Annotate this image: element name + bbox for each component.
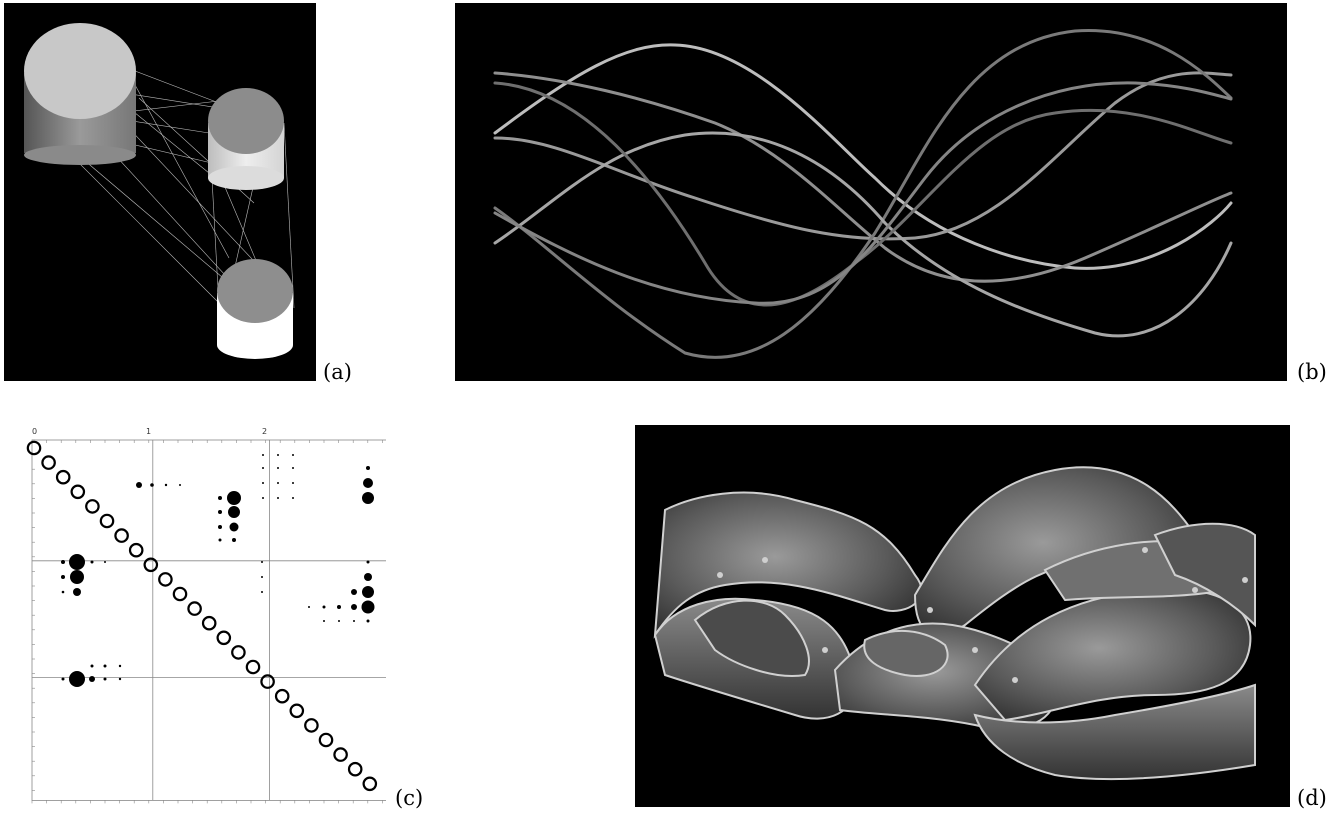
figure-panel-c: 0 1 2 0 1 2 <box>16 420 386 805</box>
matrix-dot <box>338 620 340 622</box>
caption-c: (c) <box>395 786 424 810</box>
top-tick-0: 0 <box>32 427 37 436</box>
diagonal-circle <box>158 572 173 587</box>
matrix-dot <box>90 664 94 668</box>
matrix-dot <box>337 605 341 609</box>
matrix-dot <box>104 561 106 563</box>
diagonal-circle <box>304 718 319 733</box>
matrix-dot <box>261 561 263 563</box>
diagonal-circle <box>245 659 261 675</box>
diagonal-circle <box>128 542 144 558</box>
matrix-dot <box>262 467 264 469</box>
matrix-dot <box>69 554 85 570</box>
matrix-dot <box>261 576 263 578</box>
diagonal-circle <box>318 732 334 748</box>
matrix-dot <box>362 586 374 598</box>
top-tick-2: 2 <box>262 427 267 436</box>
disk-graph-image <box>24 23 295 359</box>
matrix-dot <box>61 560 65 564</box>
matrix-dot <box>118 664 122 668</box>
matrix-dot <box>366 560 370 564</box>
matrix-dot <box>218 510 222 514</box>
matrix-dot <box>292 482 294 484</box>
matrix-dot <box>164 483 168 487</box>
matrix-dot <box>353 620 355 622</box>
diagonal-circle <box>289 703 305 719</box>
diagonal-circle <box>26 440 42 456</box>
matrix-dot <box>61 590 65 594</box>
diagonal-circle <box>172 586 188 602</box>
figure-panel-b <box>455 3 1287 381</box>
caption-d: (d) <box>1297 786 1327 810</box>
matrix-dot <box>362 492 374 504</box>
diagonal-circle <box>362 776 378 792</box>
curves-image <box>493 29 1233 359</box>
matrix-dot <box>366 619 370 623</box>
matrix-dot <box>118 677 122 681</box>
caption-a: (a) <box>323 360 352 384</box>
matrix-dot <box>262 454 264 456</box>
matrix-dot <box>232 538 236 542</box>
matrix-dot <box>262 497 264 499</box>
diagonal-circle <box>85 499 100 514</box>
diagonal-circle <box>41 455 56 470</box>
diagonal-circle <box>114 528 129 543</box>
diagonal-circle <box>260 674 275 689</box>
matrix-dot <box>292 467 294 469</box>
diagonal-circle <box>70 484 86 500</box>
top-tick-1: 1 <box>146 427 151 436</box>
matrix-dot <box>292 454 294 456</box>
figure-panel-d <box>635 425 1290 807</box>
diagonal-circle <box>201 615 217 631</box>
matrix-dot <box>136 482 142 488</box>
matrix-dot <box>150 483 154 487</box>
matrix-dot <box>363 478 373 488</box>
matrix-dot <box>218 496 222 500</box>
matrix-dot <box>361 600 375 614</box>
matrix-dot <box>103 664 107 668</box>
matrix-dot <box>69 671 85 687</box>
matrix-dot <box>277 482 279 484</box>
matrix-dot <box>277 497 279 499</box>
matrix-dot <box>262 482 264 484</box>
diagonal-circle <box>274 688 290 704</box>
matrix-dot <box>322 605 326 609</box>
matrix-dot <box>90 560 94 564</box>
matrix-dot <box>308 606 310 608</box>
matrix-dot <box>261 591 263 593</box>
diagonal-circle <box>347 761 363 777</box>
matrix-dot <box>229 522 239 532</box>
matrix-dot <box>366 466 370 470</box>
figure-panel-a <box>4 3 316 381</box>
matrix-dot <box>73 588 81 596</box>
matrix-frame <box>31 439 386 801</box>
matrix-dot <box>218 538 222 542</box>
matrix-dot <box>179 484 181 486</box>
matrix-dot <box>323 620 325 622</box>
circle-matrix: 0 1 2 0 1 2 <box>26 427 386 804</box>
matrix-dot <box>228 506 240 518</box>
matrix-dot <box>61 677 65 681</box>
matrix-dot <box>61 575 65 579</box>
matrix-dot <box>277 467 279 469</box>
matrix-dot <box>227 491 241 505</box>
diagonal-circle <box>187 601 202 616</box>
matrix-dot <box>103 677 107 681</box>
matrix-dot <box>218 525 222 529</box>
diagonal-circle <box>216 630 232 646</box>
matrix-dot <box>364 573 372 581</box>
caption-b: (b) <box>1297 360 1327 384</box>
diagonal-circle <box>55 469 71 485</box>
matrix-dot <box>277 454 279 456</box>
diagonal-circle <box>99 513 115 529</box>
diagonal-circle <box>333 747 348 762</box>
matrix-dot <box>351 589 357 595</box>
matrix-dot <box>351 604 357 610</box>
surface-image <box>653 466 1256 781</box>
diagonal-circle <box>231 645 246 660</box>
diagonal-circle <box>143 557 159 573</box>
matrix-dot <box>70 570 84 584</box>
matrix-dot <box>292 497 294 499</box>
matrix-dot <box>89 676 95 682</box>
